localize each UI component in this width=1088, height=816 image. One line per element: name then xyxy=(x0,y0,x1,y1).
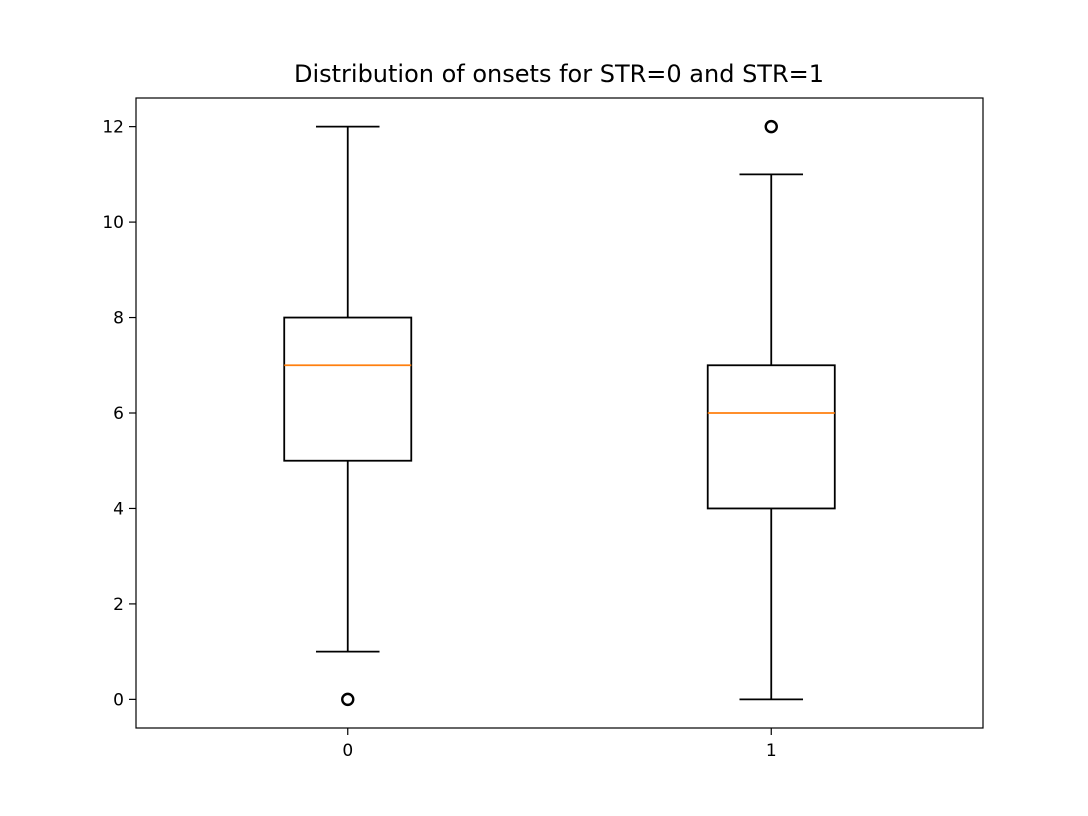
y-tick-label: 4 xyxy=(113,499,124,519)
plot-area-frame xyxy=(135,97,984,729)
box xyxy=(283,316,413,462)
y-tick-label: 2 xyxy=(113,595,124,615)
box xyxy=(706,364,836,510)
y-axis: 0 2 4 6 8 10 12 xyxy=(102,118,136,710)
boxes-layer xyxy=(283,119,836,707)
y-tick-label: 10 xyxy=(102,213,124,233)
y-tick-label: 0 xyxy=(113,690,124,710)
x-tick-label: 0 xyxy=(342,741,353,761)
outlier-point xyxy=(764,119,778,134)
outlier-point xyxy=(341,692,355,707)
box-group xyxy=(283,125,413,707)
box-group xyxy=(706,119,836,701)
y-tick-label: 8 xyxy=(113,309,124,329)
x-tick-label: 1 xyxy=(766,741,777,761)
y-tick-label: 6 xyxy=(113,404,124,424)
chart-title: Distribution of onsets for STR=0 and STR… xyxy=(294,60,824,88)
y-tick-label: 12 xyxy=(102,118,124,138)
